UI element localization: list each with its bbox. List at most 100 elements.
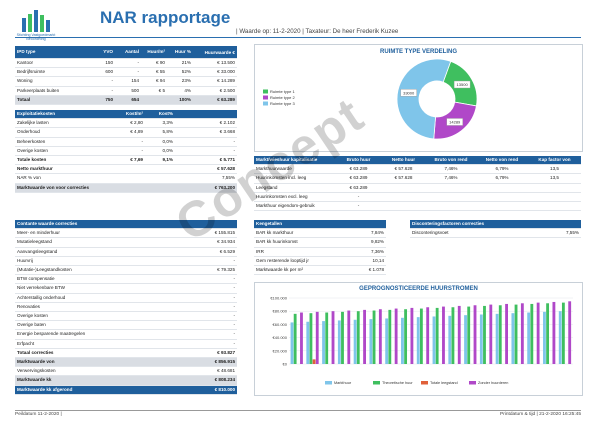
bar-zonder-huurderen (394, 308, 398, 364)
kengetal-row-cell: 10,14 (346, 256, 387, 267)
ipd-row-cell: - (89, 76, 115, 87)
bar-ytick-label: €60.000 (273, 322, 288, 327)
ipd-row-cell: 23% (167, 76, 193, 87)
bar-zonder-huurderen (473, 305, 477, 364)
contante-row: BTW compensatie - (15, 274, 238, 285)
bar-zonder-huurderen (489, 304, 493, 364)
contante-row: Aanvangsleegstand € 6.529 (15, 247, 238, 257)
kap-row-cell (381, 201, 426, 212)
netto-markthuur-row: Netto markthuur € 57.628 (15, 164, 237, 175)
expl-col-amount (175, 110, 237, 120)
contante-row: Achterstallig onderhoud - (15, 293, 238, 303)
bar-markthuur (527, 312, 531, 364)
disconto-header: Disconteringsfactoren correcties (410, 220, 581, 230)
disconto-table: Disconteringsfactoren correcties Discont… (410, 220, 581, 239)
bar-theoretische-huur (546, 303, 550, 364)
bar-ytick-label: €0 (283, 362, 288, 367)
bar-zonder-huurderen (505, 303, 508, 364)
bar-markthuur (495, 313, 499, 364)
ipd-table: IPD type YVO Aantal Huur/m² Huur % Huurw… (15, 46, 237, 106)
ipd-row: Bedrijfsruimte 600- € 55 52% € 33.000 (15, 67, 237, 78)
contante-row-cell: € 79.325 (175, 265, 238, 276)
ipd-total-row-cell: 100% (167, 95, 193, 106)
kap-row-cell: 13,5 (528, 173, 581, 184)
kap-col-netto: Netto huur (381, 156, 426, 166)
disconto-header-row: Disconteringsfactoren correcties (410, 220, 581, 230)
expl-row-cell: - (115, 146, 145, 157)
ipd-row-cell: € 5 (141, 86, 167, 96)
expl-row: Beheerkosten -0,0% - (15, 137, 237, 147)
ipd-row-cell: € 13.500 (193, 58, 237, 69)
kengetal-row: Marktwaarde kk per m² € 1.078 (254, 265, 387, 276)
bar-markthuur (432, 316, 436, 364)
ipd-col-type: IPD type (15, 46, 89, 59)
disconto-row-cell: 7,55% (530, 228, 581, 239)
ipd-row-cell: 21% (167, 58, 193, 69)
contante-row: Meer- en minderhuur € 155.815 (15, 228, 238, 239)
expl-total-row-cell: € 5.771 (175, 155, 237, 166)
logo: Stichting Vastgoedmarkt Beoordeling (14, 6, 58, 44)
bar-zonder-huurderen (300, 312, 303, 364)
bar-zonder-huurderen (457, 305, 461, 364)
ipd-col-yvo: YVO (89, 46, 115, 59)
bar-theoretische-huur (341, 311, 344, 364)
bar-zonder-huurderen (410, 307, 414, 364)
expl-total-row-cell: € 7,69 (115, 155, 145, 166)
kap-row-cell (426, 183, 476, 193)
expl-row-cell: - (175, 137, 237, 147)
bar-legend-label: Markthuur (334, 381, 352, 385)
page-title: NAR rapportage (100, 8, 231, 27)
nar-row-value: 7,55% (175, 173, 237, 184)
kengetal-row-cell: 9,82% (346, 237, 387, 248)
bar-zonder-huurderen (442, 306, 445, 364)
kengetal-row: BAR kk markthuur 7,84% (254, 228, 387, 239)
bar-theoretische-huur (309, 313, 313, 364)
ipd-col-aantal: Aantal (115, 46, 141, 59)
netto-markthuur-row-value: € 57.628 (175, 164, 237, 175)
pie-legend-label: Ruimte type 1 (270, 89, 295, 94)
kap-row-cell: 7,46% (426, 173, 476, 184)
ipd-row: Parkeerplaats buiten -500 € 5 4% € 2.500 (15, 86, 237, 96)
ipd-total-row-cell (141, 95, 167, 106)
contante-row: (Mutatie-)Leegstandkosten € 79.325 (15, 265, 238, 276)
expl-col-kost-m2: Kost/m² (115, 110, 145, 120)
contante-row: Energie besparende maatregelen - (15, 329, 238, 340)
pie-slice-label-box (453, 80, 471, 89)
expl-row: Onderhoud € 4,89 5,8% € 3.668 (15, 127, 237, 138)
contante-row-cell: Overige kosten (15, 311, 175, 322)
expl-row: Zakelijke lasten € 2,80 3,3% € 2.102 (15, 118, 237, 129)
expl-row-cell: - (175, 146, 237, 157)
verwervingskosten-row-cell: Verwervingskosten (15, 366, 175, 377)
bar-chart: €100.000 €80.000 €60.000 €40.000 €20.000 €0 Ma… (270, 296, 573, 385)
kengetallen-header-row: Kengetallen (254, 220, 387, 230)
bar-legend-swatch (469, 381, 476, 385)
totaal-correcties-row-cell: € 93.827 (175, 348, 238, 359)
bar-markthuur (416, 317, 420, 364)
expl-total-row: Totale kosten € 7,69 9,1% € 5.771 (15, 155, 237, 166)
kap-row-cell: Leegstand (254, 183, 336, 193)
kap-row-cell (528, 192, 581, 203)
contante-row-cell: Renovaties (15, 302, 175, 313)
kap-col-factor: Kap factor von (528, 156, 581, 166)
contante-row: Erfpacht - (15, 339, 238, 349)
contante-row-cell: - (175, 274, 238, 285)
ipd-row-cell: 150 (89, 58, 115, 69)
kap-row: Leegstand € 63.289 (254, 183, 581, 193)
ipd-row: Kantoor 150- € 90 21% € 13.500 (15, 58, 237, 69)
marktwaarde-voor-correcties-row-value: € 763.200 (175, 183, 237, 193)
ipd-col-huurwaarde: Huurwaarde € (193, 46, 237, 59)
contante-row: Niet verrekenbare BTW - (15, 283, 238, 294)
bar-ytick-label: €20.000 (273, 348, 288, 353)
kap-row-cell: - (336, 201, 381, 212)
bar-ytick-label: €80.000 (273, 309, 288, 314)
pie-slice-label: 13500 (457, 82, 469, 87)
expl-col-kost-pct: Kost% (145, 110, 175, 120)
bar-legend-label: Totale leegstand (430, 381, 458, 385)
bar-ytick-label: €100.000 (270, 296, 287, 301)
bar-markthuur (290, 322, 294, 364)
expl-table: Exploitatiekosten Kost/m² Kost% Zakelijk… (15, 110, 237, 193)
contante-row: Renovaties - (15, 302, 238, 313)
marktwaarde-kk-row-cell: € 808.234 (175, 375, 238, 386)
bar-markthuur (385, 318, 389, 364)
kap-row-cell: 7,46% (426, 164, 476, 175)
